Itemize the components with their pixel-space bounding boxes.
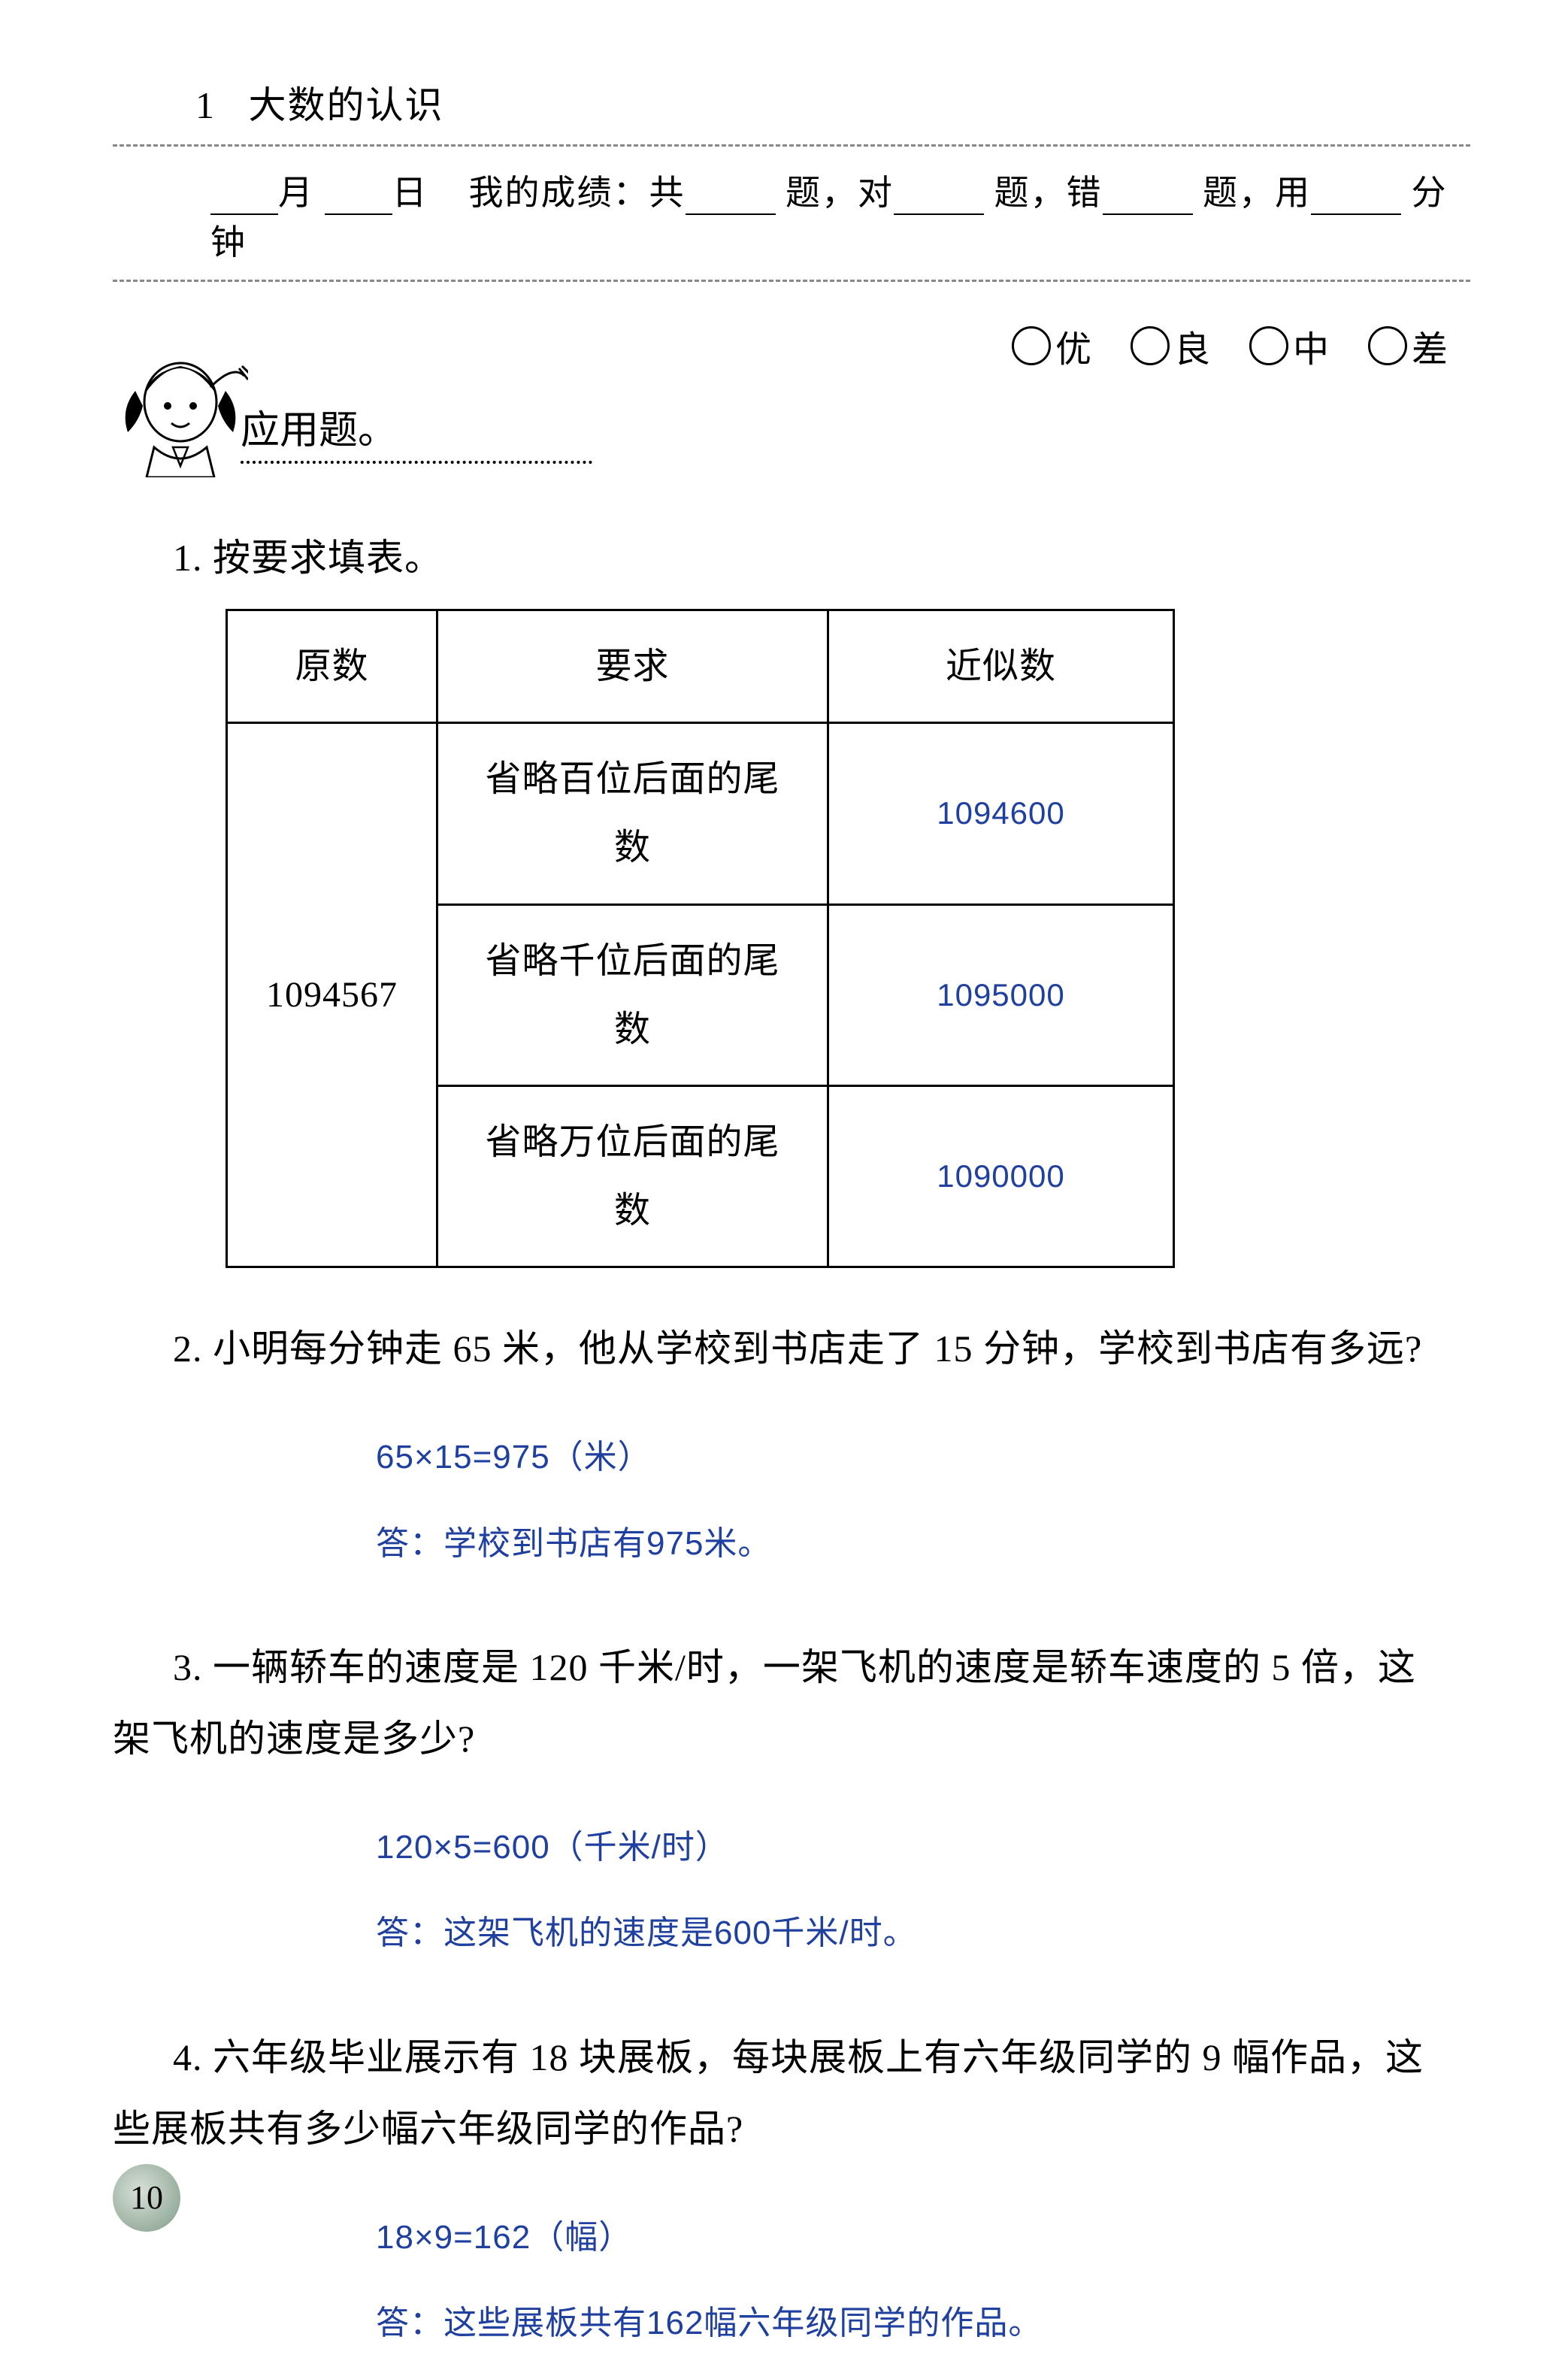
question-4: 4. 六年级毕业展示有 18 块展板，每块展板上有六年级同学的 9 幅作品，这 … xyxy=(113,2022,1470,2367)
q1-header-original: 原数 xyxy=(227,610,437,723)
chapter-title: 1 大数的认识 xyxy=(195,75,1470,129)
q4-answer: 18×9=162（幅） 答：这些展板共有162幅六年级同学的作品。 xyxy=(376,2195,1470,2367)
label-total: 我的成绩：共 xyxy=(469,174,686,212)
q1-ans-1[interactable]: 1095000 xyxy=(828,904,1174,1085)
blank-day[interactable] xyxy=(325,185,392,215)
blank-wrong[interactable] xyxy=(1103,185,1193,215)
question-3: 3. 一辆轿车的速度是 120 千米/时，一架飞机的速度是轿车速度的 5 倍，这… xyxy=(113,1632,1470,1977)
blank-time[interactable] xyxy=(1311,185,1401,215)
blank-month[interactable] xyxy=(210,185,278,215)
q1-header-approx: 近似数 xyxy=(828,610,1174,723)
table-row: 1094567 省略百位后面的尾数 1094600 xyxy=(227,723,1174,904)
q4-calc: 18×9=162（幅） xyxy=(376,2195,1470,2281)
q4-label-l2: 些展板共有多少幅六年级同学的作品? xyxy=(113,2093,1470,2165)
table-row: 原数 要求 近似数 xyxy=(227,610,1174,723)
q1-original-value: 1094567 xyxy=(227,723,437,1267)
q4-label-l1: 4. 六年级毕业展示有 18 块展板，每块展板上有六年级同学的 9 幅作品，这 xyxy=(173,2022,1470,2093)
q1-ans-0[interactable]: 1094600 xyxy=(828,723,1174,904)
q1-label: 1. 按要求填表。 xyxy=(173,522,1470,594)
q3-label-l2: 架飞机的速度是多少? xyxy=(113,1703,1470,1775)
q1-req-2: 省略万位后面的尾数 xyxy=(437,1085,828,1267)
worksheet-page: 1 大数的认识 月 日 我的成绩：共 题，对 题，错 题，用 分钟 优 良 中 … xyxy=(113,75,1470,2367)
grade-circle-3[interactable] xyxy=(1249,326,1288,365)
q3-ans: 答：这架飞机的速度是600千米/时。 xyxy=(376,1890,1470,1976)
q1-req-1: 省略千位后面的尾数 xyxy=(437,904,828,1085)
student-icon xyxy=(113,350,248,477)
divider-top xyxy=(113,144,1470,147)
grade-circle-4[interactable] xyxy=(1368,326,1407,365)
grade-circle-1[interactable] xyxy=(1012,326,1051,365)
q3-calc: 120×5=600（千米/时） xyxy=(376,1805,1470,1890)
label-time: 题，用 xyxy=(1203,174,1311,212)
q2-label: 2. 小明每分钟走 65 米，他从学校到书店走了 15 分钟，学校到书店有多远? xyxy=(173,1313,1470,1385)
blank-total[interactable] xyxy=(686,185,776,215)
chapter-number: 1 xyxy=(195,84,216,126)
label-correct: 题，对 xyxy=(786,174,894,212)
q2-ans: 答：学校到书店有975米。 xyxy=(376,1501,1470,1587)
label-wrong: 题，错 xyxy=(994,174,1103,212)
page-number: 10 xyxy=(113,2164,180,2232)
q2-answer: 65×15=975（米） 答：学校到书店有975米。 xyxy=(376,1415,1470,1587)
question-2: 2. 小明每分钟走 65 米，他从学校到书店走了 15 分钟，学校到书店有多远?… xyxy=(113,1313,1470,1587)
score-line: 月 日 我的成绩：共 题，对 题，错 题，用 分钟 xyxy=(210,165,1470,265)
q1-header-requirement: 要求 xyxy=(437,610,828,723)
divider-mid xyxy=(113,280,1470,282)
q3-answer: 120×5=600（千米/时） 答：这架飞机的速度是600千米/时。 xyxy=(376,1805,1470,1977)
label-month: 月 xyxy=(278,174,314,212)
q1-ans-2[interactable]: 1090000 xyxy=(828,1085,1174,1267)
q1-table: 原数 要求 近似数 1094567 省略百位后面的尾数 1094600 省略千位… xyxy=(226,609,1175,1268)
grade-label-1: 优 xyxy=(1055,330,1091,370)
q2-calc: 65×15=975（米） xyxy=(376,1415,1470,1500)
grade-label-2: 良 xyxy=(1174,330,1210,370)
label-day: 日 xyxy=(392,174,428,212)
q1-req-0: 省略百位后面的尾数 xyxy=(437,723,828,904)
section-title: 应用题。 xyxy=(241,398,592,464)
grade-label-3: 中 xyxy=(1293,330,1329,370)
blank-correct[interactable] xyxy=(894,185,984,215)
q4-ans: 答：这些展板共有162幅六年级同学的作品。 xyxy=(376,2281,1470,2366)
question-1: 1. 按要求填表。 原数 要求 近似数 1094567 省略百位后面的尾数 10… xyxy=(113,522,1470,1268)
q3-label-l1: 3. 一辆轿车的速度是 120 千米/时，一架飞机的速度是轿车速度的 5 倍，这 xyxy=(173,1632,1470,1703)
grade-label-4: 差 xyxy=(1412,330,1448,370)
grade-circle-2[interactable] xyxy=(1131,326,1170,365)
chapter-name: 大数的认识 xyxy=(249,84,444,126)
